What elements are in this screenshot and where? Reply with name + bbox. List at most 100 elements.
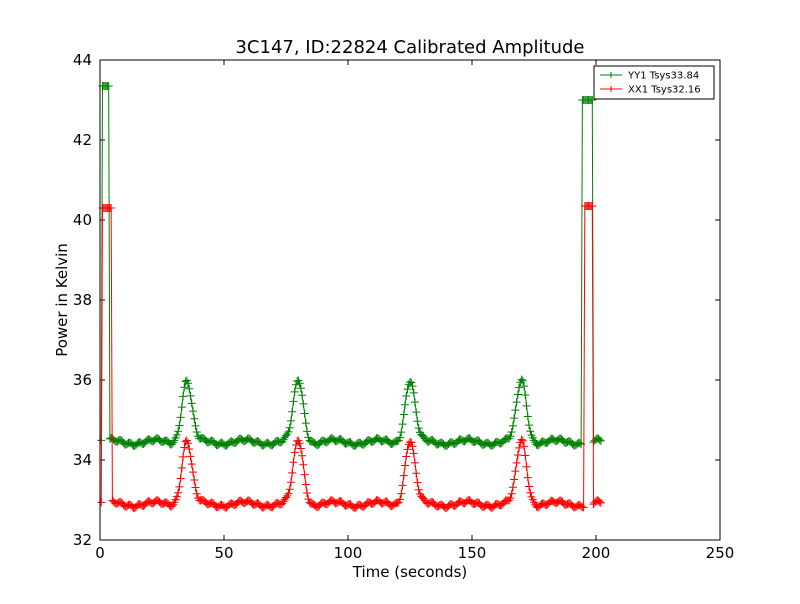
data-point: [513, 450, 522, 459]
data-point: [284, 489, 293, 498]
data-point: [286, 416, 295, 425]
data-point: [513, 390, 522, 399]
data-point: [414, 485, 423, 494]
data-point: [285, 485, 294, 494]
data-point: [290, 387, 299, 396]
x-axis-label: Time (seconds): [352, 563, 468, 581]
data-point: [176, 413, 185, 422]
data-point: [185, 384, 194, 393]
axis-ticks: 0 50 100 150 200 250 32 34 36 38 40 42 44: [73, 51, 734, 562]
data-point: [505, 434, 514, 443]
data-point: [189, 468, 197, 477]
data-point: [289, 458, 298, 467]
data-point: [521, 451, 530, 460]
data-point: [414, 424, 423, 433]
legend-label: YY1 Tsys33.84: [627, 71, 699, 82]
data-point: [413, 478, 422, 487]
data-point: [284, 427, 293, 436]
data-point: [175, 482, 184, 491]
data-point: [185, 445, 194, 454]
data-point: [517, 375, 526, 384]
y-tick-label: 42: [73, 131, 92, 149]
legend-item: XX1 Tsys32.16: [600, 85, 701, 96]
data-point: [296, 444, 305, 453]
data-point: [410, 458, 419, 467]
series-2: [97, 202, 605, 512]
series-line: [100, 205, 602, 509]
series-1: [97, 82, 605, 450]
data-point: [189, 407, 197, 416]
data-point: [510, 414, 519, 423]
y-tick-label: 36: [73, 371, 92, 389]
data-point: [595, 435, 604, 444]
data-point: [186, 391, 195, 400]
data-point: [299, 399, 308, 408]
data-point: [526, 488, 535, 497]
data-point: [176, 474, 185, 483]
data-point: [278, 499, 287, 508]
data-point: [409, 449, 418, 458]
x-tick-label: 250: [706, 544, 735, 562]
legend-box: [593, 65, 715, 100]
data-point: [190, 414, 199, 423]
data-point: [172, 430, 181, 439]
legend-marker: [608, 72, 614, 78]
data-point: [512, 458, 521, 467]
data-point: [512, 398, 521, 407]
data-point: [399, 471, 408, 480]
data-point: [398, 481, 407, 490]
data-point: [298, 391, 307, 400]
data-point: [180, 383, 189, 392]
data-point: [507, 428, 516, 437]
y-tick-label: 34: [73, 451, 92, 469]
data-point: [403, 385, 412, 394]
data-point: [289, 397, 298, 406]
chart-title: 3C147, ID:22824 Calibrated Amplitude: [235, 37, 584, 58]
data-point: [402, 452, 411, 461]
data-point: [286, 478, 295, 487]
data-point: [303, 488, 312, 497]
data-point: [409, 388, 418, 397]
data-point: [525, 482, 534, 491]
data-point: [300, 470, 309, 479]
data-point: [191, 483, 200, 492]
data-point: [303, 427, 312, 436]
data-point: [413, 417, 422, 426]
data-point: [406, 437, 414, 446]
data-point: [412, 469, 421, 478]
data-point: [295, 439, 304, 448]
data-point: [301, 419, 310, 428]
data-point: [521, 391, 530, 400]
data-point: [180, 443, 189, 452]
data-point: [518, 376, 527, 385]
data-point: [518, 436, 527, 445]
data-point: [520, 442, 529, 451]
data-point: [596, 436, 605, 445]
x-tick-label: 50: [214, 544, 233, 562]
data-point: [506, 494, 515, 503]
data-point: [288, 407, 297, 416]
data-point: [396, 433, 405, 442]
y-tick-label: 32: [73, 531, 92, 549]
data-point: [408, 382, 417, 391]
data-point: [412, 408, 421, 417]
data-point: [579, 503, 588, 512]
data-point: [298, 451, 307, 460]
data-point: [179, 392, 188, 401]
data-point: [508, 421, 517, 430]
data-point: [300, 409, 309, 418]
data-point: [508, 483, 517, 492]
data-point: [526, 427, 535, 436]
x-tick-label: 0: [95, 544, 105, 562]
data-point: [522, 401, 531, 410]
data-point: [520, 382, 529, 391]
data-point: [399, 410, 408, 419]
data-point: [187, 399, 196, 408]
data-point: [301, 480, 310, 489]
data-point: [291, 380, 300, 389]
x-tick-label: 150: [458, 544, 487, 562]
data-point: [510, 475, 519, 484]
data-point: [295, 379, 304, 388]
x-tick-label: 100: [334, 544, 363, 562]
data-point: [397, 428, 406, 437]
